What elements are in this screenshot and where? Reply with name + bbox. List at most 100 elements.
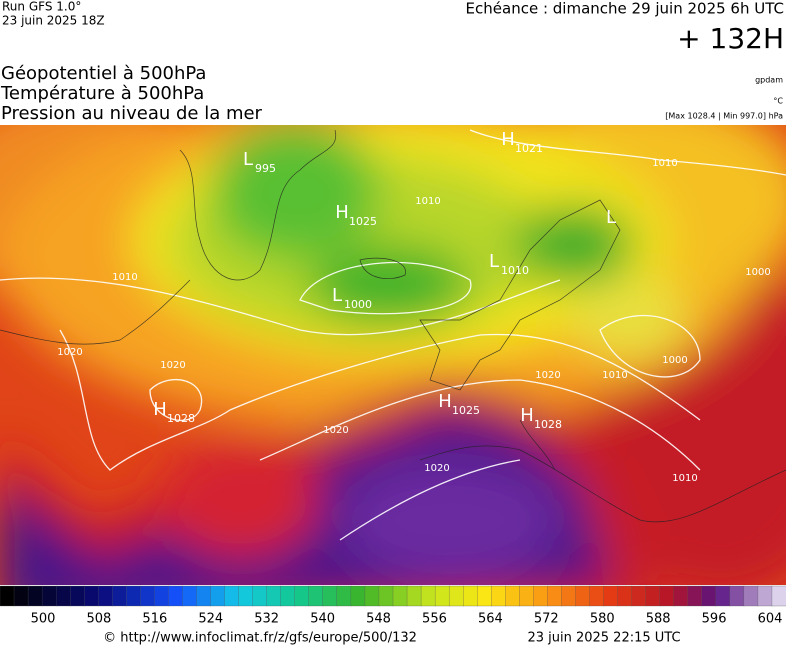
colorbar-swatch [224, 585, 240, 607]
pressure-center-value: 1010 [501, 264, 529, 277]
run-label: Run GFS 1.0° [2, 0, 81, 14]
pressure-center-value: 1025 [452, 404, 480, 417]
pressure-center-value: 1025 [349, 215, 377, 228]
colorbar-swatch [617, 585, 633, 607]
colorbar-tick-label: 556 [422, 612, 447, 627]
colorbar-swatch [13, 585, 29, 607]
pressure-center-symbol: L [332, 285, 342, 306]
colorbar-swatch [743, 585, 759, 607]
colorbar-swatch [196, 585, 212, 607]
colorbar-swatch [280, 585, 296, 607]
isobar-label: 1020 [57, 347, 82, 358]
colorbar-swatch [701, 585, 717, 607]
color-field [0, 125, 786, 585]
coastlines [0, 129, 786, 523]
source-credit: © http://www.infoclimat.fr/z/gfs/europe/… [103, 631, 417, 646]
colorbar-swatch [434, 585, 450, 607]
colorbar-swatch [168, 585, 184, 607]
colorbar-tick-label: 564 [478, 612, 503, 627]
pressure-center-symbol: L [489, 251, 499, 272]
colorbar-swatch [392, 585, 408, 607]
isobar-label: 1010 [415, 196, 440, 207]
isobar-label: 1020 [323, 425, 348, 436]
colorbar-swatch [673, 585, 689, 607]
field-title: Température à 500hPa [0, 83, 204, 104]
unit-label: gpdam [755, 76, 783, 85]
colorbar-swatch [238, 585, 254, 607]
colorbar-swatch [715, 585, 731, 607]
colorbar-swatch [519, 585, 535, 607]
colorbar-swatch [561, 585, 577, 607]
colorbar-swatch [112, 585, 127, 607]
colorbar-swatch [154, 585, 170, 607]
colorbar-swatch [55, 585, 71, 607]
colorbar-swatch [448, 585, 464, 607]
colorbar-swatch [350, 585, 366, 607]
field-title: Pression au niveau de la mer [1, 103, 263, 124]
colorbar-swatch [182, 585, 198, 607]
colorbar-swatch [252, 585, 268, 607]
colorbar-tick-label: 500 [31, 612, 56, 627]
colorbar-swatch [687, 585, 703, 607]
colorbar-tick-label: 532 [254, 612, 279, 627]
pressure-center-symbol: H [438, 391, 452, 412]
isobar-label: 1020 [535, 370, 560, 381]
colorbar-swatch [771, 585, 786, 607]
colorbar-swatch [533, 585, 549, 607]
colorbar-tick-label: 516 [142, 612, 167, 627]
pressure-center-symbol: L [243, 149, 253, 170]
colorbar-swatch [322, 585, 338, 607]
colorbar-swatch [505, 585, 520, 607]
extremes-label: [Max 1028.4 | Min 997.0] hPa [665, 112, 783, 121]
colorbar-swatch [491, 585, 506, 607]
colorbar-swatch [645, 585, 661, 607]
colorbar-tick-label: 524 [198, 612, 223, 627]
colorbar-swatch [0, 585, 15, 607]
pressure-center-symbol: L [606, 207, 616, 228]
colorbar: 500 508 516 524 532 540 548 556 564 572 580 588 596 6… [0, 585, 786, 627]
colorbar-swatch [98, 585, 113, 607]
issue-time: 23 juin 2025 22:15 UTC [527, 631, 680, 646]
pressure-center-value: 1021 [515, 142, 543, 155]
pressure-center-value: 995 [255, 162, 276, 175]
colorbar-tick-label: 580 [590, 612, 615, 627]
lead-time: + 132H [677, 22, 784, 55]
colorbar-swatch [406, 585, 422, 607]
isobar-label: 1010 [652, 158, 677, 169]
pressure-center-symbol: H [335, 202, 349, 223]
colorbar-tick-label: 572 [534, 612, 559, 627]
colorbar-swatch [603, 585, 619, 607]
colorbar-swatch [729, 585, 745, 607]
colorbar-swatch [364, 585, 380, 607]
pressure-center-value: 1000 [344, 298, 372, 311]
colorbar-swatch [631, 585, 647, 607]
colorbar-swatch [140, 585, 156, 607]
colorbar-swatch [210, 585, 226, 607]
run-time: 23 juin 2025 18Z [2, 14, 105, 28]
colorbar-swatch [27, 585, 43, 607]
colorbar-swatch [659, 585, 675, 607]
colorbar-swatch [308, 585, 324, 607]
colorbar-tick-label: 508 [87, 612, 112, 627]
pressure-center-symbol: H [501, 129, 515, 150]
colorbar-swatch [41, 585, 57, 607]
colorbar-swatch [575, 585, 591, 607]
colorbar-swatch [294, 585, 310, 607]
colorbar-swatch [336, 585, 352, 607]
colorbar-swatch [266, 585, 282, 607]
colorbar-swatch [463, 585, 478, 607]
colorbar-swatch [84, 585, 99, 607]
isobar-label: 1000 [662, 355, 687, 366]
field-title: Géopotentiel à 500hPa [1, 63, 206, 84]
colorbar-swatch [70, 585, 85, 607]
isobar-label: 1020 [160, 360, 185, 371]
forecast-time: Echéance : dimanche 29 juin 2025 6h UTC [466, 0, 784, 18]
colorbar-tick-label: 540 [310, 612, 335, 627]
colorbar-swatch [589, 585, 605, 607]
colorbar-swatch [547, 585, 563, 607]
colorbar-tick-label: 588 [646, 612, 671, 627]
